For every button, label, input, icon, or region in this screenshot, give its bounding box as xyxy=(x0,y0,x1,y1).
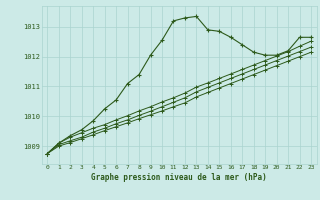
X-axis label: Graphe pression niveau de la mer (hPa): Graphe pression niveau de la mer (hPa) xyxy=(91,173,267,182)
